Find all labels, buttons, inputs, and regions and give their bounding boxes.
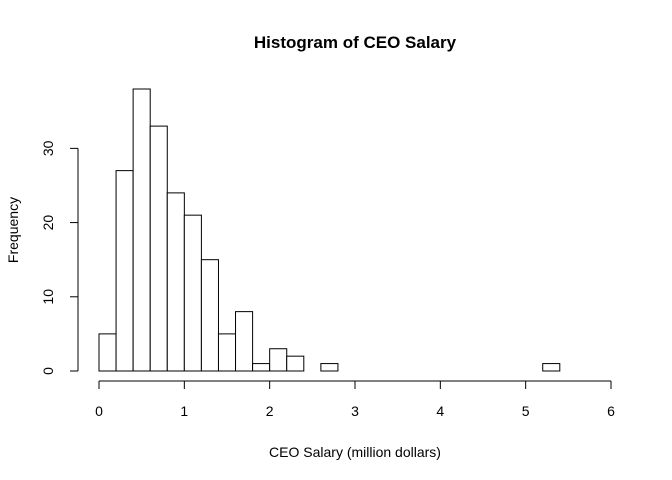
histogram-bar <box>235 311 254 372</box>
histogram-bar <box>252 363 271 372</box>
histogram-bar <box>98 333 117 372</box>
x-tick-label: 0 <box>95 403 103 419</box>
histogram-bar <box>149 125 168 372</box>
histogram-bar <box>183 214 202 372</box>
histogram-bar <box>269 348 288 372</box>
histogram-bar <box>542 363 561 372</box>
x-tick-label: 2 <box>266 403 274 419</box>
y-tick-label: 20 <box>40 215 56 231</box>
x-tick-label: 1 <box>180 403 188 419</box>
x-tick-label: 6 <box>607 403 615 419</box>
histogram-bar <box>166 192 185 372</box>
bars-group <box>98 88 561 372</box>
y-tick-label: 10 <box>40 289 56 305</box>
histogram-bar <box>217 333 237 372</box>
histogram-bar <box>115 170 134 372</box>
y-axis-label: Frequency <box>5 197 21 263</box>
y-tick-label: 0 <box>40 367 56 375</box>
y-tick-label: 30 <box>40 140 56 156</box>
y-axis: 0 10 20 30 <box>40 140 79 375</box>
x-tick-label: 5 <box>522 403 530 419</box>
chart-title: Histogram of CEO Salary <box>254 33 457 52</box>
histogram-bar <box>320 363 339 372</box>
histogram-bar <box>132 88 151 372</box>
histogram-bar <box>200 259 219 372</box>
x-tick-label: 3 <box>351 403 359 419</box>
x-tick-label: 4 <box>436 403 444 419</box>
x-axis: 0 1 2 3 4 5 6 <box>95 380 615 419</box>
x-axis-label: CEO Salary (million dollars) <box>269 444 441 460</box>
histogram-bar <box>286 355 305 372</box>
